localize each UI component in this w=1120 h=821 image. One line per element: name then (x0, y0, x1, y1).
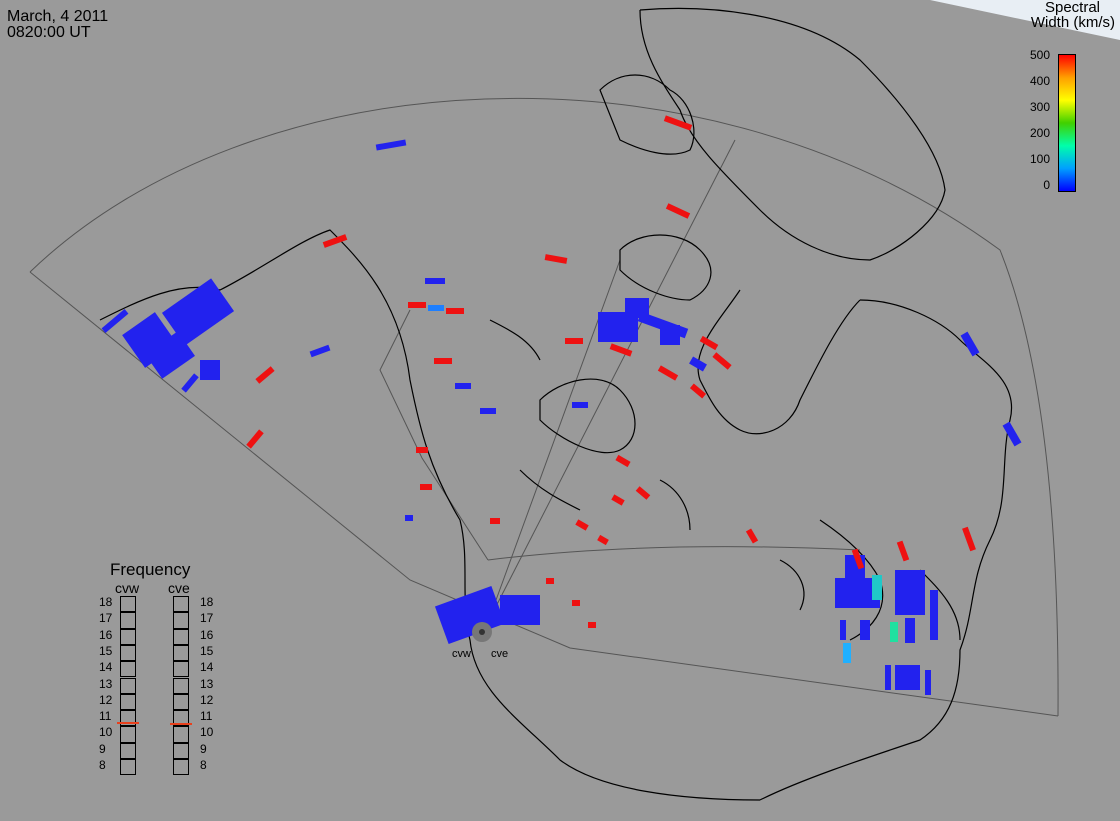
time-label: 0820:00 UT (7, 24, 91, 41)
scatter-cells-accent (428, 305, 898, 663)
frequency-cell (120, 726, 136, 743)
frequency-scale-label: 13 (200, 676, 214, 691)
radar-site-center (479, 629, 485, 635)
frequency-scale-label: 14 (99, 660, 113, 675)
scatter-cells-blue (101, 139, 1022, 695)
frequency-scale-label: 12 (200, 692, 214, 707)
colorbar-tick-label: 300 (1029, 100, 1050, 114)
frequency-cell (120, 628, 136, 645)
frequency-cell (173, 644, 189, 662)
frequency-scale-label: 18 (200, 595, 214, 609)
colorbar-tick-label: 100 (1029, 152, 1050, 166)
frequency-indicator (170, 723, 192, 726)
site-label-cve: cve (491, 648, 509, 660)
frequency-cell (173, 677, 189, 694)
frequency-cell (173, 693, 189, 711)
frequency-cell (173, 742, 189, 759)
frequency-title: Frequency (110, 560, 191, 579)
frequency-cell (120, 596, 136, 613)
frequency-cell (120, 644, 136, 662)
date-label: March, 4 2011 (7, 8, 109, 25)
frequency-scale-label: 8 (99, 758, 106, 772)
frequency-cell (173, 710, 189, 727)
map-edge-corner (930, 0, 1120, 40)
frequency-cell (120, 693, 136, 711)
scatter-cells-red (246, 115, 976, 628)
frequency-cell (120, 612, 136, 629)
frequency-cell (120, 710, 136, 727)
frequency-scale-label: 17 (99, 611, 113, 626)
colorbar-tick-label: 0 (1043, 178, 1050, 192)
frequency-scale-label: 13 (99, 676, 113, 691)
frequency-scale-label: 11 (99, 709, 112, 724)
frequency-cell (120, 742, 136, 759)
plot-header: March, 4 2011 0820:00 UT (7, 9, 108, 41)
frequency-scale-label: 17 (200, 611, 214, 626)
frequency-cell (120, 759, 136, 776)
frequency-cell (120, 661, 136, 678)
frequency-scale-label: 9 (200, 741, 207, 756)
frequency-cell (120, 677, 136, 694)
site-label-cvw: cvw (452, 648, 471, 660)
colorbar-tick-label: 200 (1029, 126, 1050, 140)
frequency-scale-label: 9 (99, 741, 106, 756)
frequency-cell (173, 726, 189, 743)
frequency-scale-label: 10 (200, 725, 214, 740)
frequency-cell (173, 759, 189, 776)
frequency-cell (173, 628, 189, 645)
colorbar-title-line1: Spectral (1044, 0, 1100, 16)
frequency-scale-label: 18 (99, 595, 113, 609)
frequency-scale-label: 16 (99, 627, 113, 642)
frequency-scale-label: 14 (200, 660, 214, 675)
frequency-scale-label: 11 (200, 709, 213, 724)
colorbar-tick-label: 500 (1029, 48, 1050, 62)
frequency-scale-label: 16 (200, 627, 214, 642)
colorbar-title: Spectral Width (km/s) (1031, 0, 1115, 30)
frequency-indicator (117, 721, 139, 724)
colorbar-tick-label: 400 (1029, 74, 1050, 88)
frequency-radar-label: cvw (115, 580, 140, 596)
frequency-scale-label: 10 (99, 725, 113, 740)
frequency-scale-label: 15 (200, 643, 214, 658)
frequency-cell (173, 661, 189, 678)
frequency-cell (173, 596, 189, 613)
frequency-scale-label: 15 (99, 643, 113, 658)
colorbar (1058, 54, 1076, 192)
frequency-scale-label: 8 (200, 758, 207, 772)
frequency-scale-label: 12 (99, 692, 113, 707)
frequency-cell (173, 612, 189, 629)
frequency-radar-label: cve (168, 580, 190, 596)
colorbar-title-line2: Width (km/s) (1030, 14, 1115, 31)
coastlines (99, 7, 1013, 801)
